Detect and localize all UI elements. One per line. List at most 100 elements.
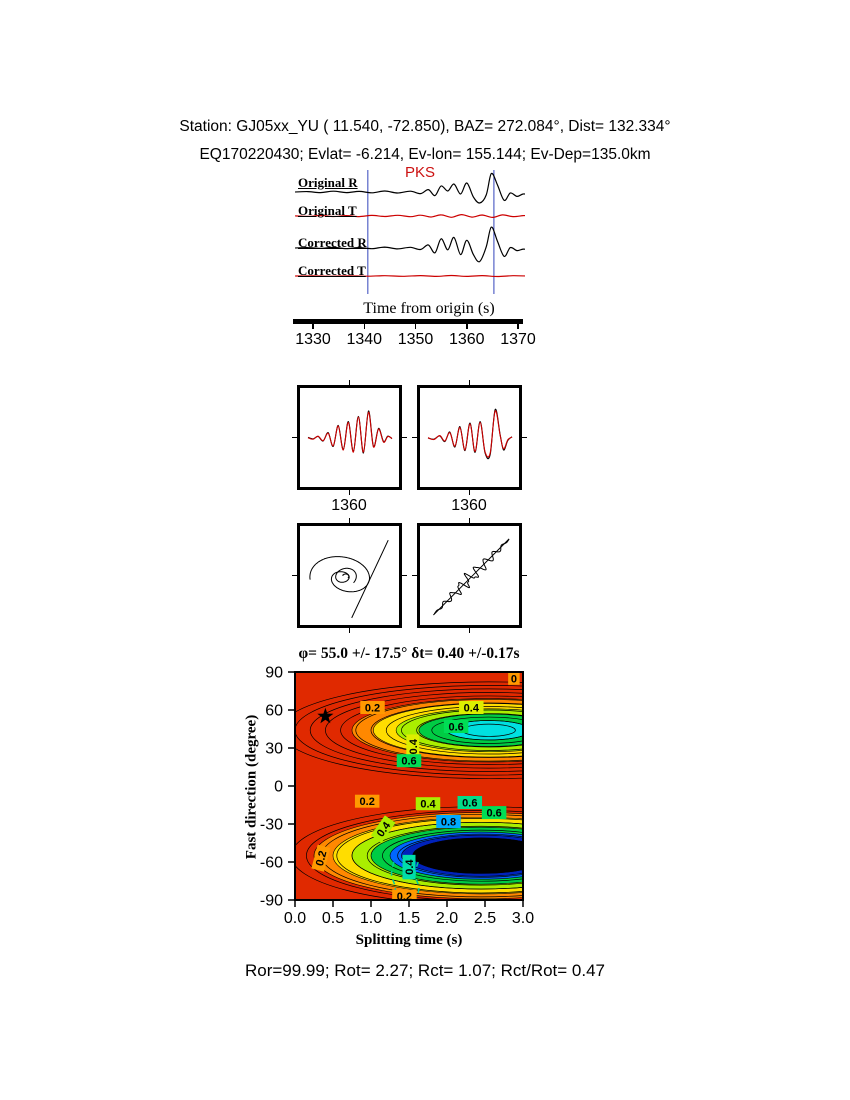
y-axis-tick-label: 60 xyxy=(265,703,283,720)
waveform-pair-panel-right xyxy=(412,380,527,495)
pair-left-tick-label: 1360 xyxy=(331,497,367,514)
panel-frame-tick xyxy=(402,574,407,577)
trace-original-t xyxy=(295,213,530,219)
x-axis-tick-label: 0.5 xyxy=(322,910,344,927)
splitting-contour-map: 00.2 0.40.60.40.60.2 0.4 0.60.60.80.40.2 0.4… xyxy=(260,665,534,928)
contour-line xyxy=(309,688,523,772)
contour-line xyxy=(295,681,523,780)
result-stats: Ror=99.99; Rot= 2.27; Rct= 1.07; Rct/Rot… xyxy=(244,961,606,980)
svg-text:0.6: 0.6 xyxy=(448,722,463,734)
waveform-pair-plot-right xyxy=(427,408,513,460)
contour-line xyxy=(431,716,523,744)
contour-line xyxy=(458,849,505,862)
panel-frame-tick xyxy=(402,436,407,439)
x-axis-tick-label: 2.5 xyxy=(474,910,496,927)
y-axis-tick-label: -60 xyxy=(260,855,283,872)
particle-motion-panel-right xyxy=(412,518,527,633)
y-axis-tick-label: 30 xyxy=(265,741,283,758)
contour-line xyxy=(416,713,523,748)
y-axis-tick-label: -90 xyxy=(260,893,283,910)
panel-frame-tick xyxy=(292,574,297,577)
time-axis-tick-label: 1360 xyxy=(448,331,485,348)
splitting-result-title: φ= 55.0 +/- 17.5° δt= 0.40 +/-0.17s xyxy=(298,645,520,662)
contour-label: 0.6 xyxy=(396,754,422,768)
title-line-event: EQ170220430; Evlat= -6.214, Ev-lon= 155.… xyxy=(199,146,651,163)
svg-text:0.4: 0.4 xyxy=(464,703,480,715)
pair-trace xyxy=(307,411,393,453)
contour-line xyxy=(340,695,523,765)
particle-motion-panel-left xyxy=(292,518,407,633)
panel-frame-tick xyxy=(468,380,471,385)
waveform-pair-plot-left xyxy=(307,410,393,454)
time-axis-bar xyxy=(293,319,523,324)
time-axis-title: Time from origin (s) xyxy=(363,300,495,317)
contour-label: 0.2 xyxy=(360,701,385,715)
contour-label: 0.4 xyxy=(406,734,420,759)
contour-line xyxy=(370,702,523,758)
trace-label-corrected-r: Corrected R xyxy=(298,235,367,250)
svg-text:0.2: 0.2 xyxy=(314,850,330,868)
svg-text:0.4: 0.4 xyxy=(408,738,420,754)
best-fit-star xyxy=(317,707,334,724)
contour-label: 0.2 xyxy=(311,844,331,872)
contour-label: 0.2 xyxy=(392,889,417,903)
contour-label: 0.6 xyxy=(443,720,469,734)
figure-title: Station: GJ05xx_YU ( 11.540, -72.850), B… xyxy=(0,113,850,169)
contour-label: 0 xyxy=(508,672,520,685)
x-axis-title: Splitting time (s) xyxy=(355,932,463,948)
panel-frame-tick xyxy=(468,628,471,633)
trace-original-r xyxy=(295,172,530,204)
y-axis-tick-label: 90 xyxy=(265,665,283,682)
y-axis-tick-label: 0 xyxy=(274,779,283,796)
trace-label-original-t: Original T xyxy=(298,203,357,218)
contour-line xyxy=(325,692,523,769)
particle-motion-path xyxy=(433,538,510,616)
contour-label: 0.6 xyxy=(457,796,483,810)
time-axis-tick xyxy=(312,324,314,329)
contour-label: 0.2 xyxy=(354,794,380,808)
time-axis-tick-label: 1340 xyxy=(346,331,383,348)
trace-corrected-t xyxy=(295,274,530,278)
time-axis-tick xyxy=(363,324,365,329)
particle-motion-plot-left xyxy=(309,539,389,619)
contour-line xyxy=(397,833,523,878)
dashed-contour xyxy=(414,861,420,898)
time-axis-tick xyxy=(414,324,417,329)
svg-text:0.6: 0.6 xyxy=(401,756,416,768)
svg-text:0.6: 0.6 xyxy=(462,798,477,810)
svg-text:0.2: 0.2 xyxy=(365,703,380,715)
svg-text:0.6: 0.6 xyxy=(486,808,501,820)
panel-frame-tick xyxy=(348,518,351,523)
particle-motion-path xyxy=(351,539,389,619)
contour-line xyxy=(336,818,523,894)
svg-text:0.2: 0.2 xyxy=(397,891,412,903)
panel-frame-tick xyxy=(468,490,471,495)
contour-line xyxy=(366,825,523,886)
time-axis-tick xyxy=(466,324,468,329)
panel-frame-tick xyxy=(468,518,471,523)
x-axis-tick-label: 2.0 xyxy=(436,910,458,927)
x-axis-tick-label: 1.0 xyxy=(360,910,382,927)
contour-line xyxy=(351,821,523,890)
time-axis-tick-label: 1330 xyxy=(295,331,331,348)
x-axis-tick-label: 0.0 xyxy=(284,910,306,927)
contour-line xyxy=(382,829,523,882)
trace-label-corrected-t: Corrected T xyxy=(298,263,366,278)
time-axis: Time from origin (s) 1330 1340 1350 1360 137… xyxy=(293,300,536,358)
particle-motion-path xyxy=(309,556,370,593)
time-axis-tick-label: 1350 xyxy=(397,331,434,348)
waveform-plot xyxy=(295,170,530,294)
contour-label: 0.4 xyxy=(402,854,416,880)
panel-frame-tick xyxy=(412,574,417,577)
contour-line xyxy=(295,685,523,776)
contour-line xyxy=(385,706,523,755)
trace-corrected-r xyxy=(295,226,530,263)
particle-motion-plot-right xyxy=(433,538,510,616)
svg-text:0: 0 xyxy=(511,673,517,685)
panel-frame-tick xyxy=(522,436,527,439)
x-axis-tick-label: 3.0 xyxy=(512,910,534,927)
contour-label: 0.6 xyxy=(481,806,507,820)
waveform-pair-panel-left xyxy=(292,380,407,495)
waveform-block: PKS Original R Original T Corrected R Co… xyxy=(293,164,530,306)
